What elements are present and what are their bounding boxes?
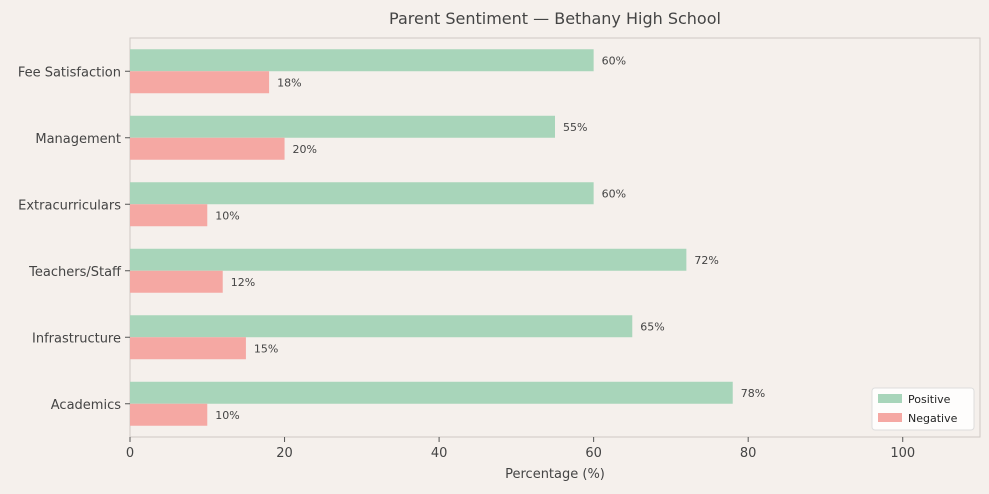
data-label: 10% bbox=[215, 209, 239, 222]
data-label: 65% bbox=[640, 320, 664, 333]
bar-negative bbox=[130, 270, 223, 293]
chart-title: Parent Sentiment — Bethany High School bbox=[389, 9, 721, 28]
bar-positive bbox=[130, 49, 594, 72]
data-label: 55% bbox=[563, 121, 587, 134]
legend: Positive Negative bbox=[871, 387, 975, 431]
bar-negative bbox=[130, 403, 208, 426]
y-tick-label: Fee Satisfaction bbox=[18, 65, 121, 80]
data-label: 15% bbox=[254, 342, 278, 355]
bar-positive bbox=[130, 381, 733, 404]
legend-label: Negative bbox=[908, 412, 958, 425]
bar-positive bbox=[130, 248, 687, 271]
x-tick-label: 60 bbox=[585, 446, 602, 461]
legend-label: Positive bbox=[908, 393, 951, 406]
bar-positive bbox=[130, 315, 633, 338]
data-label: 12% bbox=[231, 276, 255, 289]
x-tick-label: 80 bbox=[740, 446, 757, 461]
legend-swatch bbox=[878, 413, 902, 422]
x-tick-label: 0 bbox=[126, 446, 134, 461]
x-tick-label: 20 bbox=[276, 446, 293, 461]
x-tick-label: 100 bbox=[890, 446, 915, 461]
data-label: 78% bbox=[741, 387, 765, 400]
bar-negative bbox=[130, 71, 270, 94]
plot-area: 0 20 40 60 80 100 Academics 78% 10% Infrastructur… bbox=[18, 37, 981, 461]
bar-positive bbox=[130, 115, 555, 138]
data-label: 60% bbox=[602, 54, 626, 67]
data-label: 20% bbox=[293, 143, 317, 156]
bar-negative bbox=[130, 204, 208, 227]
x-axis-label: Percentage (%) bbox=[505, 467, 605, 482]
data-label: 72% bbox=[694, 254, 718, 267]
bar-positive bbox=[130, 182, 594, 205]
y-tick-label: Teachers/Staff bbox=[28, 265, 122, 280]
data-label: 60% bbox=[602, 187, 626, 200]
y-tick-label: Infrastructure bbox=[32, 331, 121, 346]
y-tick-label: Management bbox=[35, 132, 121, 147]
plot-frame bbox=[129, 37, 981, 438]
bar-negative bbox=[130, 137, 285, 160]
legend-swatch bbox=[878, 394, 902, 403]
x-tick-label: 40 bbox=[431, 446, 448, 461]
bar-negative bbox=[130, 337, 246, 360]
data-label: 18% bbox=[277, 76, 301, 89]
y-tick-label: Extracurriculars bbox=[18, 198, 121, 213]
data-label: 10% bbox=[215, 409, 239, 422]
y-tick-label: Academics bbox=[51, 398, 121, 413]
